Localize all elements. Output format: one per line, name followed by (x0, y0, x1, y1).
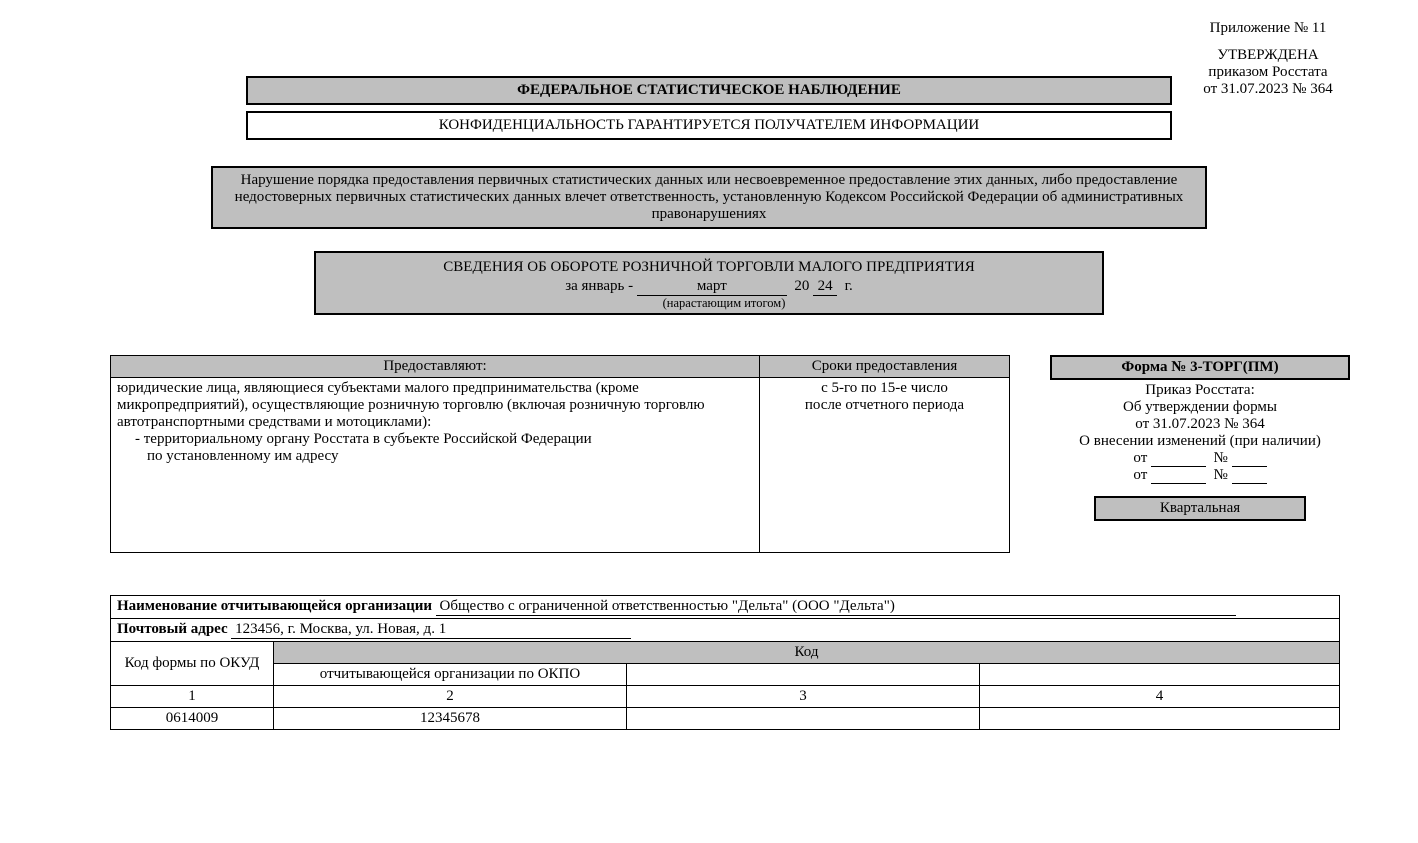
code-header: Код (274, 642, 1340, 664)
annex-approved: УТВЕРЖДЕНА (1178, 47, 1358, 64)
period-line: за январь - март 20 24 г. (324, 278, 1094, 296)
period-heading: СВЕДЕНИЯ ОБ ОБОРОТЕ РОЗНИЧНОЙ ТОРГОВЛИ М… (324, 259, 1094, 276)
period-note: (нарастающим итогом) (354, 296, 1094, 311)
colnum-2: 2 (274, 686, 627, 708)
okpo-label: отчитывающейся организации по ОКПО (274, 664, 627, 686)
form-frequency: Квартальная (1094, 496, 1306, 521)
period-century: 20 (794, 278, 809, 294)
from-label-2: от (1133, 467, 1147, 483)
form-title: Форма № 3-ТОРГ(ПМ) (1050, 355, 1350, 380)
org-table: Наименование отчитывающейся организации … (110, 595, 1340, 730)
org-addr-row: Почтовый адрес 123456, г. Москва, ул. Но… (111, 619, 1340, 642)
banner-confidential: КОНФИДЕНЦИАЛЬНОСТЬ ГАРАНТИРУЕТСЯ ПОЛУЧАТ… (246, 111, 1172, 140)
provide-col2-header: Сроки предоставления (760, 356, 1010, 378)
form-approval: Об утверждении формы (1050, 399, 1350, 416)
org-addr-label: Почтовый адрес (117, 621, 228, 637)
annex-title: Приложение № 11 (1178, 20, 1358, 37)
provide-body3: по установленному им адресу (117, 448, 753, 465)
provide-deadline2: после отчетного периода (766, 397, 1003, 414)
org-addr-value: 123456, г. Москва, ул. Новая, д. 1 (235, 621, 446, 637)
provide-col1-header: Предоставляют: (111, 356, 760, 378)
num-label-2: № (1214, 467, 1228, 483)
okud-label: Код формы по ОКУД (111, 642, 274, 686)
banner-federal: ФЕДЕРАЛЬНОЕ СТАТИСТИЧЕСКОЕ НАБЛЮДЕНИЕ (246, 76, 1172, 105)
num-label-1: № (1214, 450, 1228, 466)
period-block: СВЕДЕНИЯ ОБ ОБОРОТЕ РОЗНИЧНОЙ ТОРГОВЛИ М… (314, 251, 1104, 315)
okud-value: 0614009 (111, 708, 274, 730)
provide-deadline1: с 5-го по 15-е число (766, 380, 1003, 397)
colnum-3: 3 (627, 686, 980, 708)
annex-order1: приказом Росстата (1178, 64, 1358, 81)
org-name-row: Наименование отчитывающейся организации … (111, 596, 1340, 619)
period-year-suffix: г. (845, 278, 853, 294)
annex-block: Приложение № 11 УТВЕРЖДЕНА приказом Росс… (1178, 20, 1358, 98)
form-box: Форма № 3-ТОРГ(ПМ) Приказ Росстата: Об у… (1050, 355, 1350, 521)
period-prefix: за январь - (565, 278, 633, 294)
provide-body2: - территориальному органу Росстата в суб… (117, 431, 753, 448)
form-changes: О внесении изменений (при наличии) (1050, 433, 1350, 450)
period-month: март (637, 278, 787, 296)
form-order-label: Приказ Росстата: (1050, 382, 1350, 399)
org-name-value: Общество с ограниченной ответственностью… (440, 598, 895, 614)
annex-order2: от 31.07.2023 № 364 (1178, 81, 1358, 98)
org-name-label: Наименование отчитывающейся организации (117, 598, 432, 614)
provide-body1: юридические лица, являющиеся субъектами … (117, 380, 753, 431)
form-change-row1: от № (1050, 450, 1350, 467)
banner-violation: Нарушение порядка предоставления первичн… (211, 166, 1207, 229)
period-year2: 24 (813, 278, 837, 296)
colnum-4: 4 (980, 686, 1340, 708)
form-approval-date: от 31.07.2023 № 364 (1050, 416, 1350, 433)
form-change-row2: от № (1050, 467, 1350, 484)
colnum-1: 1 (111, 686, 274, 708)
provide-table: Предоставляют: Сроки предоставления юрид… (110, 355, 1010, 553)
okpo-value: 12345678 (274, 708, 627, 730)
from-label-1: от (1133, 450, 1147, 466)
